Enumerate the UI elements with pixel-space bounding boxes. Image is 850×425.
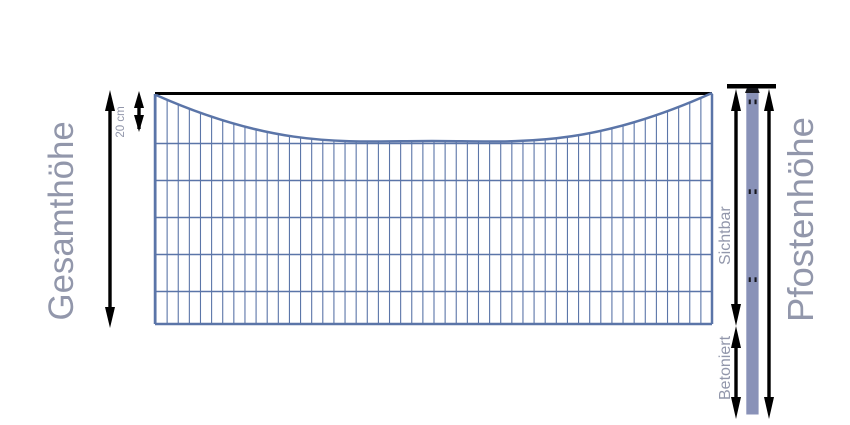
svg-text:Gesamthöhe: Gesamthöhe xyxy=(42,121,81,320)
svg-text:Sichtbar: Sichtbar xyxy=(717,206,734,265)
svg-text:Betoniert: Betoniert xyxy=(717,335,734,400)
svg-text:20 cm: 20 cm xyxy=(115,106,127,137)
svg-text:Pfostenhöhe: Pfostenhöhe xyxy=(780,117,821,322)
